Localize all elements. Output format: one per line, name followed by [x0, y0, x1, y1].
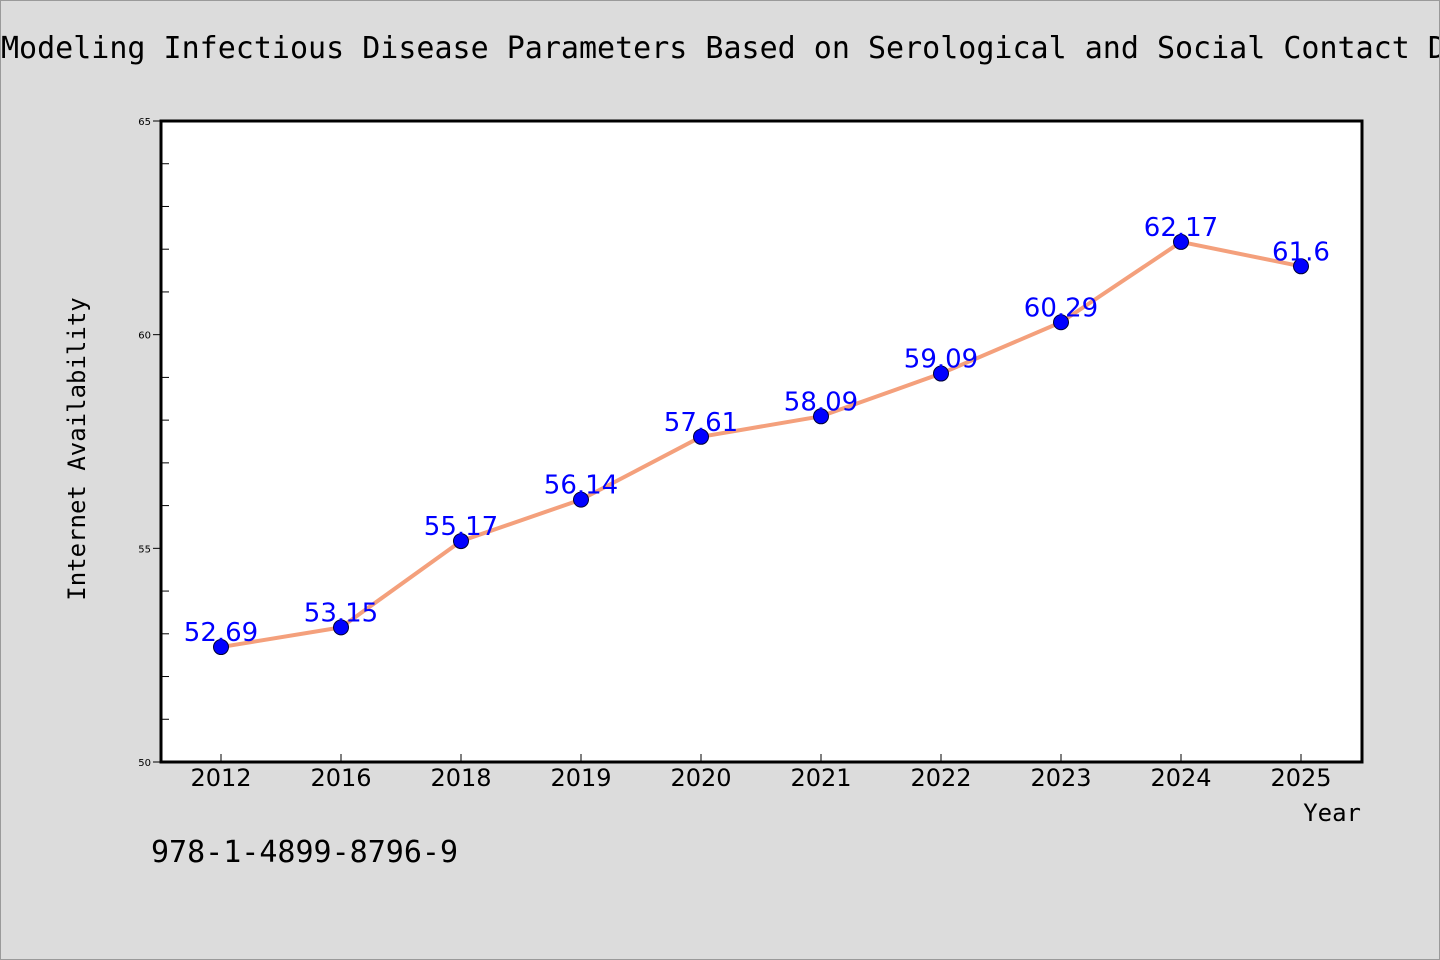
data-point [1293, 258, 1309, 275]
data-point [333, 619, 349, 636]
data-label: 60.29 [1024, 293, 1098, 323]
y-tick-label: 60 [138, 331, 151, 342]
data-point [453, 533, 469, 550]
plot-area [159, 119, 1364, 764]
y-axis-label: Internet Availability [63, 297, 91, 600]
x-tick-label: 2024 [1150, 764, 1211, 792]
x-tick-label: 2012 [190, 764, 251, 792]
data-point [573, 491, 589, 508]
data-label: 58.09 [784, 387, 858, 417]
data-label: 52.69 [184, 618, 258, 648]
data-point [213, 639, 229, 656]
isbn-note: 978-1-4899-8796-9 [151, 835, 459, 870]
chart-title: Modeling Infectious Disease Parameters B… [1, 31, 1440, 66]
x-axis: 2012 2016 2018 2019 2020 2021 2022 2023 2024 2025 [190, 754, 1332, 792]
data-point [813, 408, 829, 425]
x-tick-label: 2021 [790, 764, 851, 792]
y-tick-label: 65 [138, 117, 151, 128]
data-point [933, 365, 949, 382]
data-label: 56.14 [544, 471, 618, 501]
data-label: 62.17 [1144, 213, 1218, 243]
y-tick-label: 50 [138, 758, 151, 769]
x-tick-label: 2025 [1270, 764, 1331, 792]
data-label: 59.09 [904, 345, 978, 375]
y-tick-label: 55 [138, 544, 151, 555]
data-point [1053, 314, 1069, 331]
x-tick-label: 2019 [550, 764, 611, 792]
data-point [693, 428, 709, 445]
data-label: 57.61 [664, 408, 738, 438]
series-line [219, 239, 1303, 650]
data-label: 61.6 [1272, 237, 1330, 267]
series-layer: 52.69 53.15 55.17 56.14 57.61 58.09 59.09 60.29… [184, 213, 1330, 656]
x-tick-label: 2016 [310, 764, 371, 792]
data-label: 55.17 [424, 512, 498, 542]
x-axis-label: Year [1303, 799, 1361, 827]
x-tick-label: 2022 [910, 764, 971, 792]
x-tick-label: 2018 [430, 764, 491, 792]
data-point [1173, 233, 1189, 250]
y-axis: 50 55 60 65 [138, 117, 169, 769]
x-tick-label: 2023 [1030, 764, 1091, 792]
x-tick-label: 2020 [670, 764, 731, 792]
data-label: 53.15 [304, 598, 378, 628]
